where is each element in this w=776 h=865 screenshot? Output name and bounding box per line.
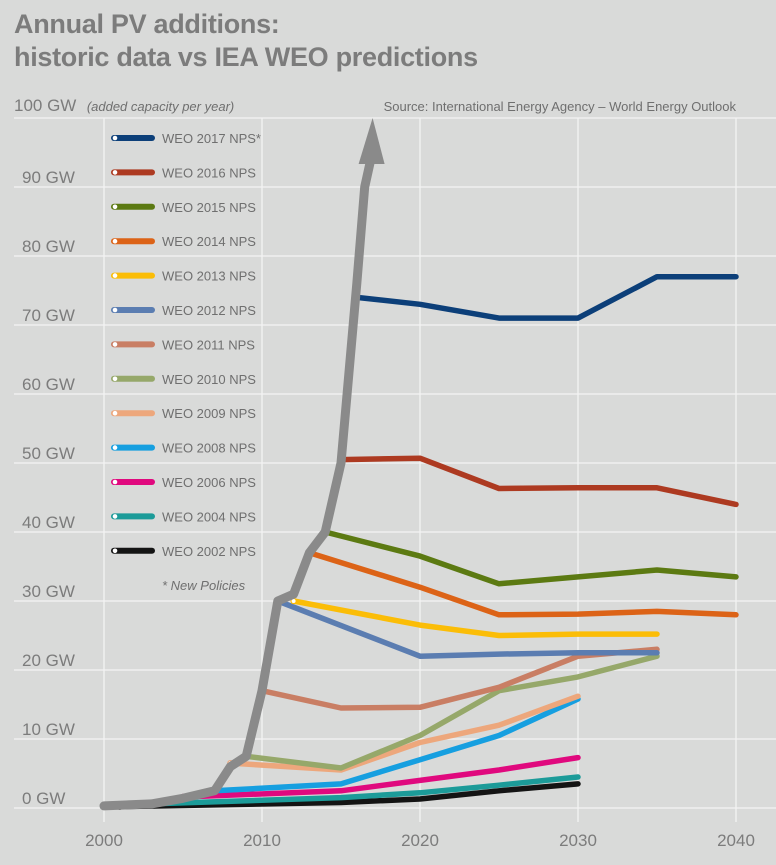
historic-series: [99, 118, 385, 811]
legend-label: WEO 2014 NPS: [162, 234, 256, 249]
legend-marker: [112, 170, 118, 175]
legend-marker: [112, 342, 118, 347]
historic-line: [99, 153, 376, 811]
y-axis-label: 100 GW: [14, 96, 76, 115]
legend-label: WEO 2002 NPS: [162, 544, 256, 559]
y-tick-label: 50 GW: [22, 444, 75, 463]
series-line: [322, 529, 739, 587]
legend-label: WEO 2016 NPS: [162, 165, 256, 180]
legend-marker: [112, 238, 118, 244]
y-axis-header: 100 GW (added capacity per year): [14, 96, 234, 115]
series-line: [243, 653, 660, 771]
legend-label: WEO 2010 NPS: [162, 372, 256, 387]
series-line: [211, 696, 581, 794]
title-line-2: historic data vs IEA WEO predictions: [14, 42, 478, 72]
x-tick-label: 2040: [717, 831, 755, 850]
source-note: Source: International Energy Agency – Wo…: [384, 99, 737, 114]
series-line: [290, 598, 660, 639]
legend-label: WEO 2011 NPS: [162, 337, 255, 352]
series-line: [275, 598, 660, 659]
y-axis-note: (added capacity per year): [87, 99, 234, 114]
y-tick-label: 30 GW: [22, 582, 75, 601]
y-tick-label: 10 GW: [22, 720, 75, 739]
y-tick-label: 90 GW: [22, 168, 75, 187]
legend-marker: [112, 479, 118, 485]
legend-label: WEO 2004 NPS: [162, 509, 256, 524]
legend-label: WEO 2017 NPS*: [162, 131, 261, 146]
footnote: * New Policies: [162, 578, 246, 593]
grid: [14, 117, 776, 822]
legend-marker: [112, 410, 118, 416]
chart-title: Annual PV additions: historic data vs IE…: [14, 8, 478, 74]
x-tick-label: 2030: [559, 831, 597, 850]
x-tick-label: 2010: [243, 831, 281, 850]
legend-marker: [112, 514, 118, 519]
legend-marker: [112, 273, 118, 278]
x-tick-labels: 2000 2010 2020 2030 2040: [85, 831, 755, 850]
legend: WEO 2017 NPS* WEO 2016 NPS WEO 2015 NPS WEO…: [111, 131, 261, 559]
legend-marker: [112, 204, 118, 210]
y-tick-label: 0 GW: [22, 789, 65, 808]
series-line: [259, 646, 660, 711]
legend-marker: [112, 135, 118, 141]
y-tick-label: 60 GW: [22, 375, 75, 394]
x-tick-label: 2000: [85, 831, 123, 850]
y-tick-label: 80 GW: [22, 237, 75, 256]
y-tick-label: 70 GW: [22, 306, 75, 325]
series-line: [148, 774, 581, 807]
y-tick-label: 20 GW: [22, 651, 75, 670]
legend-label: WEO 2006 NPS: [162, 475, 256, 490]
historic-arrowhead: [358, 118, 385, 164]
series-line: [354, 273, 739, 321]
legend-marker: [112, 376, 118, 382]
legend-label: WEO 2013 NPS: [162, 269, 256, 284]
legend-label: WEO 2008 NPS: [162, 441, 256, 456]
series-line: [306, 549, 739, 618]
legend-marker: [112, 445, 118, 450]
y-tick-label: 40 GW: [22, 513, 75, 532]
series-lines: [116, 273, 739, 810]
title-line-1: Annual PV additions:: [14, 9, 280, 39]
series-line: [227, 693, 581, 773]
series-line: [180, 754, 581, 800]
legend-marker: [112, 307, 118, 313]
legend-label: WEO 2009 NPS: [162, 406, 256, 421]
y-tick-labels: 0 GW 10 GW 20 GW 30 GW 40 GW 50 GW 60 GW 70 GW 8…: [22, 168, 75, 808]
x-tick-label: 2020: [401, 831, 439, 850]
legend-label: WEO 2012 NPS: [162, 303, 256, 318]
series-line: [117, 781, 581, 810]
legend-marker: [112, 548, 118, 554]
legend-label: WEO 2015 NPS: [162, 200, 256, 215]
series-line: [338, 455, 739, 508]
